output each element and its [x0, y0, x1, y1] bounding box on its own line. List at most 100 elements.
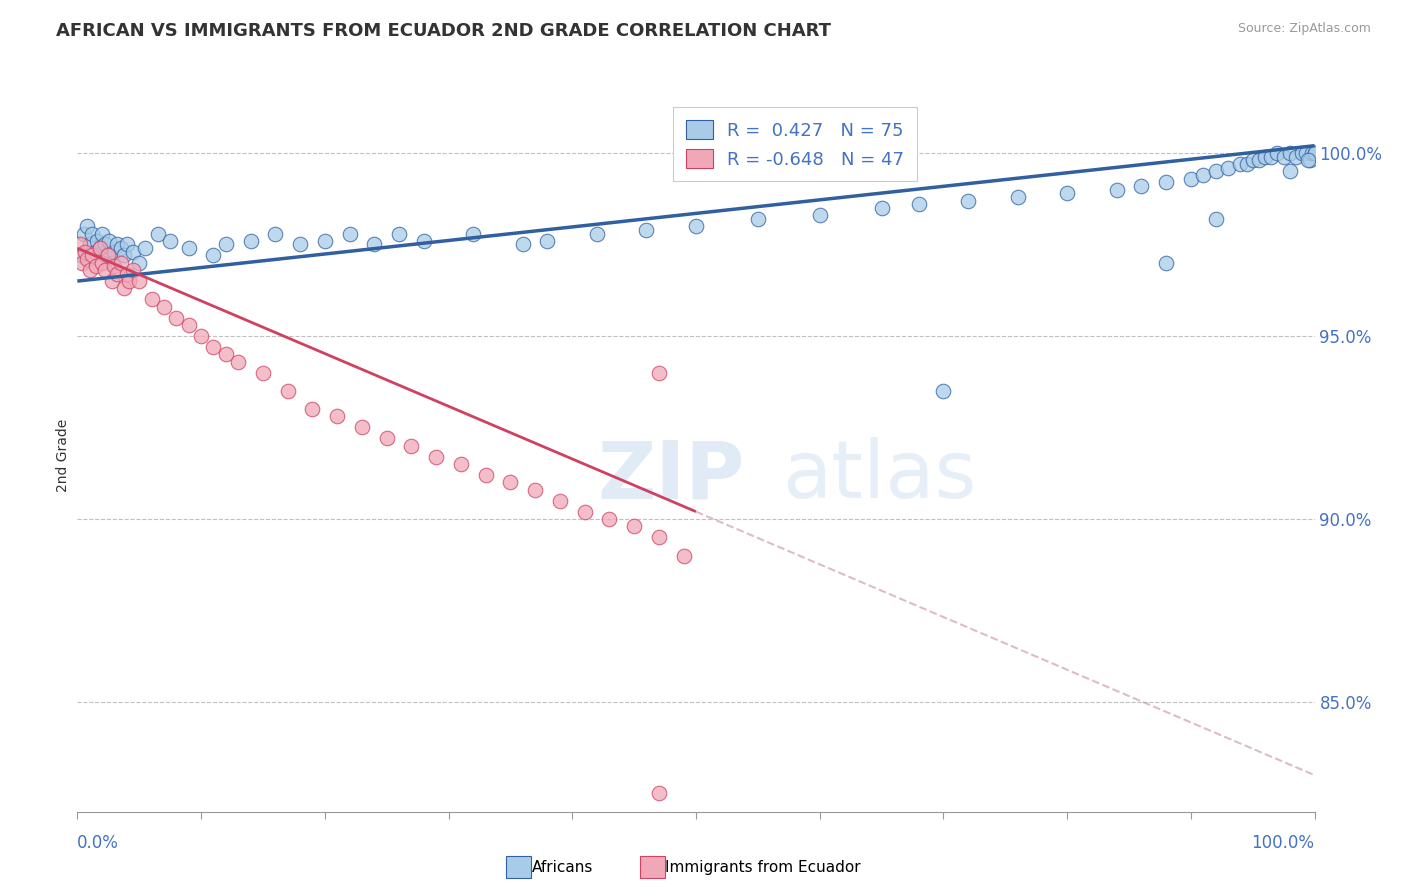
- Point: [450, 457, 472, 471]
- Point: [202, 248, 225, 262]
- Point: [1154, 175, 1177, 189]
- Point: [623, 519, 645, 533]
- Point: [165, 310, 187, 325]
- Point: [1303, 146, 1326, 161]
- Text: AFRICAN VS IMMIGRANTS FROM ECUADOR 2ND GRADE CORRELATION CHART: AFRICAN VS IMMIGRANTS FROM ECUADOR 2ND G…: [56, 22, 831, 40]
- Point: [73, 244, 96, 259]
- Point: [1229, 157, 1251, 171]
- Point: [83, 244, 105, 259]
- Point: [648, 530, 671, 544]
- Point: [1298, 153, 1320, 168]
- Point: [96, 248, 118, 262]
- Point: [134, 241, 156, 255]
- Point: [1260, 150, 1282, 164]
- Point: [122, 263, 145, 277]
- Point: [932, 384, 955, 398]
- Point: [1303, 146, 1326, 161]
- Point: [226, 354, 249, 368]
- Point: [82, 248, 104, 262]
- Point: [264, 227, 287, 241]
- Point: [499, 475, 522, 490]
- Point: [548, 493, 571, 508]
- Point: [1285, 150, 1308, 164]
- Point: [326, 409, 349, 424]
- Point: [1154, 256, 1177, 270]
- Point: [105, 237, 128, 252]
- Text: atlas: atlas: [783, 437, 977, 516]
- Point: [76, 219, 98, 234]
- Point: [97, 248, 120, 262]
- Point: [524, 483, 547, 497]
- Point: [957, 194, 980, 208]
- Point: [122, 244, 145, 259]
- Point: [1205, 211, 1227, 226]
- Point: [672, 549, 695, 563]
- Y-axis label: 2nd Grade: 2nd Grade: [56, 418, 70, 491]
- Point: [153, 300, 176, 314]
- Point: [1007, 190, 1029, 204]
- Point: [86, 234, 108, 248]
- Point: [907, 197, 929, 211]
- Point: [463, 227, 485, 241]
- Point: [1247, 153, 1270, 168]
- Point: [215, 347, 238, 361]
- Point: [103, 244, 125, 259]
- Point: [685, 219, 707, 234]
- Point: [115, 267, 138, 281]
- Point: [82, 227, 104, 241]
- Point: [141, 293, 163, 307]
- Point: [1192, 168, 1215, 182]
- Point: [277, 384, 299, 398]
- Point: [648, 786, 671, 800]
- Text: Africans: Africans: [531, 860, 593, 874]
- Text: ZIP: ZIP: [598, 437, 744, 516]
- Point: [202, 340, 225, 354]
- Point: [105, 267, 128, 281]
- Text: 100.0%: 100.0%: [1251, 834, 1315, 852]
- Point: [118, 274, 141, 288]
- Point: [425, 450, 447, 464]
- Point: [375, 432, 398, 446]
- Point: [93, 237, 115, 252]
- Point: [89, 241, 111, 255]
- Point: [1056, 186, 1078, 201]
- Point: [128, 256, 150, 270]
- Point: [412, 234, 434, 248]
- Point: [91, 227, 114, 241]
- Point: [72, 256, 94, 270]
- Legend: R =  0.427   N = 75, R = -0.648   N = 47: R = 0.427 N = 75, R = -0.648 N = 47: [673, 107, 917, 181]
- Point: [110, 241, 132, 255]
- Point: [636, 223, 658, 237]
- Point: [870, 201, 893, 215]
- Point: [808, 208, 831, 222]
- Point: [536, 234, 558, 248]
- Point: [177, 241, 200, 255]
- Point: [89, 241, 111, 255]
- Point: [103, 260, 125, 274]
- Point: [101, 256, 124, 270]
- Point: [1130, 178, 1153, 193]
- Point: [401, 439, 423, 453]
- Point: [1236, 157, 1258, 171]
- Point: [177, 318, 200, 332]
- Point: [747, 211, 769, 226]
- Point: [388, 227, 411, 241]
- Point: [239, 234, 262, 248]
- Point: [574, 505, 596, 519]
- Point: [1241, 153, 1264, 168]
- Point: [190, 329, 212, 343]
- Point: [101, 274, 124, 288]
- Point: [598, 512, 620, 526]
- Text: Source: ZipAtlas.com: Source: ZipAtlas.com: [1237, 22, 1371, 36]
- Text: 0.0%: 0.0%: [77, 834, 120, 852]
- Point: [350, 420, 373, 434]
- Point: [112, 281, 135, 295]
- Point: [79, 263, 101, 277]
- Text: Immigrants from Ecuador: Immigrants from Ecuador: [665, 860, 860, 874]
- Point: [1301, 146, 1323, 161]
- Point: [314, 234, 336, 248]
- Point: [339, 227, 361, 241]
- Point: [110, 256, 132, 270]
- Point: [1295, 146, 1317, 161]
- Point: [288, 237, 311, 252]
